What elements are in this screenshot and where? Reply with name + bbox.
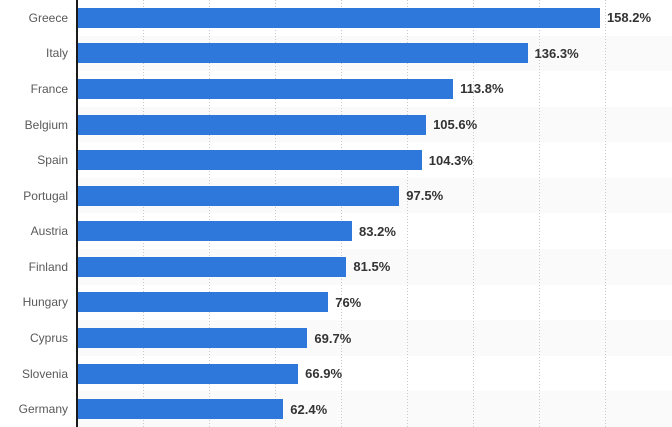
category-label-belgium: Belgium — [24, 117, 68, 132]
gridline — [605, 0, 607, 427]
bar-austria — [77, 221, 353, 242]
bar-finland — [77, 256, 347, 277]
value-label: 69.7% — [314, 330, 352, 346]
category-label-hungary: Hungary — [22, 295, 68, 310]
gridline — [208, 0, 210, 427]
bar-spain — [77, 150, 422, 171]
bar-italy — [77, 43, 528, 64]
bar-hungary — [77, 292, 329, 313]
bar-belgium — [77, 114, 427, 135]
value-label: 76% — [335, 294, 362, 310]
category-label-portugal: Portugal — [23, 188, 68, 203]
bar-france — [77, 78, 454, 99]
value-label: 104.3% — [428, 152, 473, 168]
category-label-spain: Spain — [37, 153, 68, 168]
value-label: 158.2% — [606, 10, 652, 26]
value-label: 113.8% — [460, 81, 504, 97]
category-label-slovenia: Slovenia — [21, 366, 68, 381]
value-label: 66.9% — [305, 366, 343, 382]
bar-portugal — [77, 185, 400, 206]
bar-slovenia — [77, 363, 299, 384]
value-label: 97.5% — [406, 188, 444, 204]
category-label-germany: Germany — [18, 402, 68, 417]
value-label: 62.4% — [290, 401, 328, 417]
gridline — [539, 0, 541, 427]
bar-cyprus — [77, 328, 308, 349]
category-label-finland: Finland — [28, 259, 68, 274]
category-label-france: France — [30, 81, 68, 96]
category-label-cyprus: Cyprus — [29, 331, 68, 346]
gridline — [340, 0, 342, 427]
gridline — [473, 0, 475, 427]
value-label: 81.5% — [353, 259, 391, 275]
category-label-italy: Italy — [45, 46, 68, 61]
gridline — [142, 0, 144, 427]
value-label: 136.3% — [534, 45, 579, 61]
category-label-austria: Austria — [30, 224, 68, 239]
category-label-greece: Greece — [28, 10, 68, 25]
gridline — [407, 0, 409, 427]
bar-germany — [77, 399, 284, 420]
gridline — [274, 0, 276, 427]
value-label: 105.6% — [433, 117, 478, 133]
plot-area: 158.2% 136.3% 113.8% 105.6% 104.3% 97.5% 83.2%… — [77, 0, 672, 427]
y-axis-line — [76, 0, 78, 427]
value-label: 83.2% — [359, 223, 396, 239]
bar-greece — [77, 7, 600, 28]
